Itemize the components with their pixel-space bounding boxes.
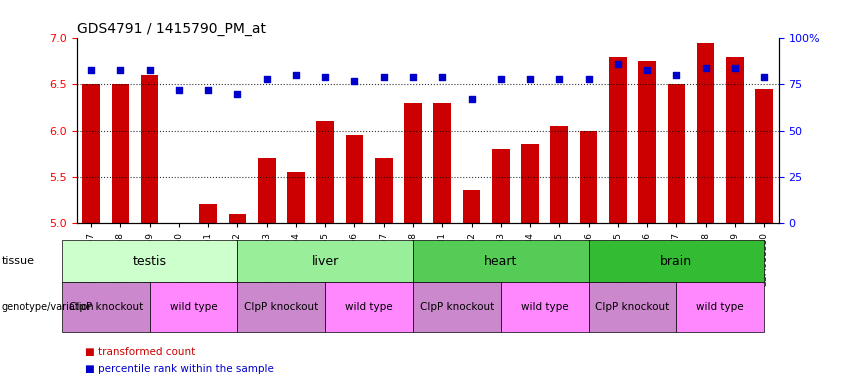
Bar [463,190,480,223]
Bar [492,149,510,223]
Bar [287,172,305,223]
Point [202,87,215,93]
Point [172,87,186,93]
Bar [111,84,129,223]
Bar [697,43,714,223]
Point [289,72,303,78]
Point [377,74,391,80]
Point [494,76,507,82]
Text: ■ percentile rank within the sample: ■ percentile rank within the sample [85,364,274,374]
Bar [346,135,363,223]
Bar [229,214,246,223]
Point [231,91,244,97]
Text: brain: brain [660,255,693,268]
Text: ■ transformed count: ■ transformed count [85,347,196,357]
Point [552,76,566,82]
Point [84,67,98,73]
Text: testis: testis [133,255,167,268]
Bar [551,126,568,223]
Point [611,61,625,67]
Bar [756,89,773,223]
Bar [317,121,334,223]
Bar [404,103,422,223]
Point [640,67,654,73]
Bar [726,57,744,223]
Point [436,74,449,80]
Text: wild type: wild type [696,302,744,312]
Bar [258,158,276,223]
Text: ClpP knockout: ClpP knockout [595,302,670,312]
Bar [521,144,539,223]
Point [523,76,537,82]
Text: heart: heart [484,255,517,268]
Text: wild type: wild type [346,302,393,312]
Point [465,96,478,102]
Text: wild type: wild type [521,302,568,312]
Text: genotype/variation: genotype/variation [2,302,94,312]
Point [699,65,712,71]
Bar [667,84,685,223]
Text: ClpP knockout: ClpP knockout [69,302,143,312]
Bar [580,131,597,223]
Point [406,74,420,80]
Text: liver: liver [311,255,339,268]
Point [260,76,273,82]
Text: ClpP knockout: ClpP knockout [420,302,494,312]
Point [318,74,332,80]
Bar [141,75,158,223]
Bar [199,204,217,223]
Text: GDS4791 / 1415790_PM_at: GDS4791 / 1415790_PM_at [77,22,266,36]
Text: wild type: wild type [170,302,217,312]
Point [114,67,128,73]
Text: tissue: tissue [2,256,35,266]
Point [728,65,741,71]
Text: ClpP knockout: ClpP knockout [244,302,318,312]
Bar [375,158,392,223]
Bar [83,84,100,223]
Point [757,74,771,80]
Bar [638,61,656,223]
Point [582,76,596,82]
Bar [433,103,451,223]
Bar [609,57,626,223]
Point [143,67,157,73]
Point [348,78,362,84]
Point [670,72,683,78]
